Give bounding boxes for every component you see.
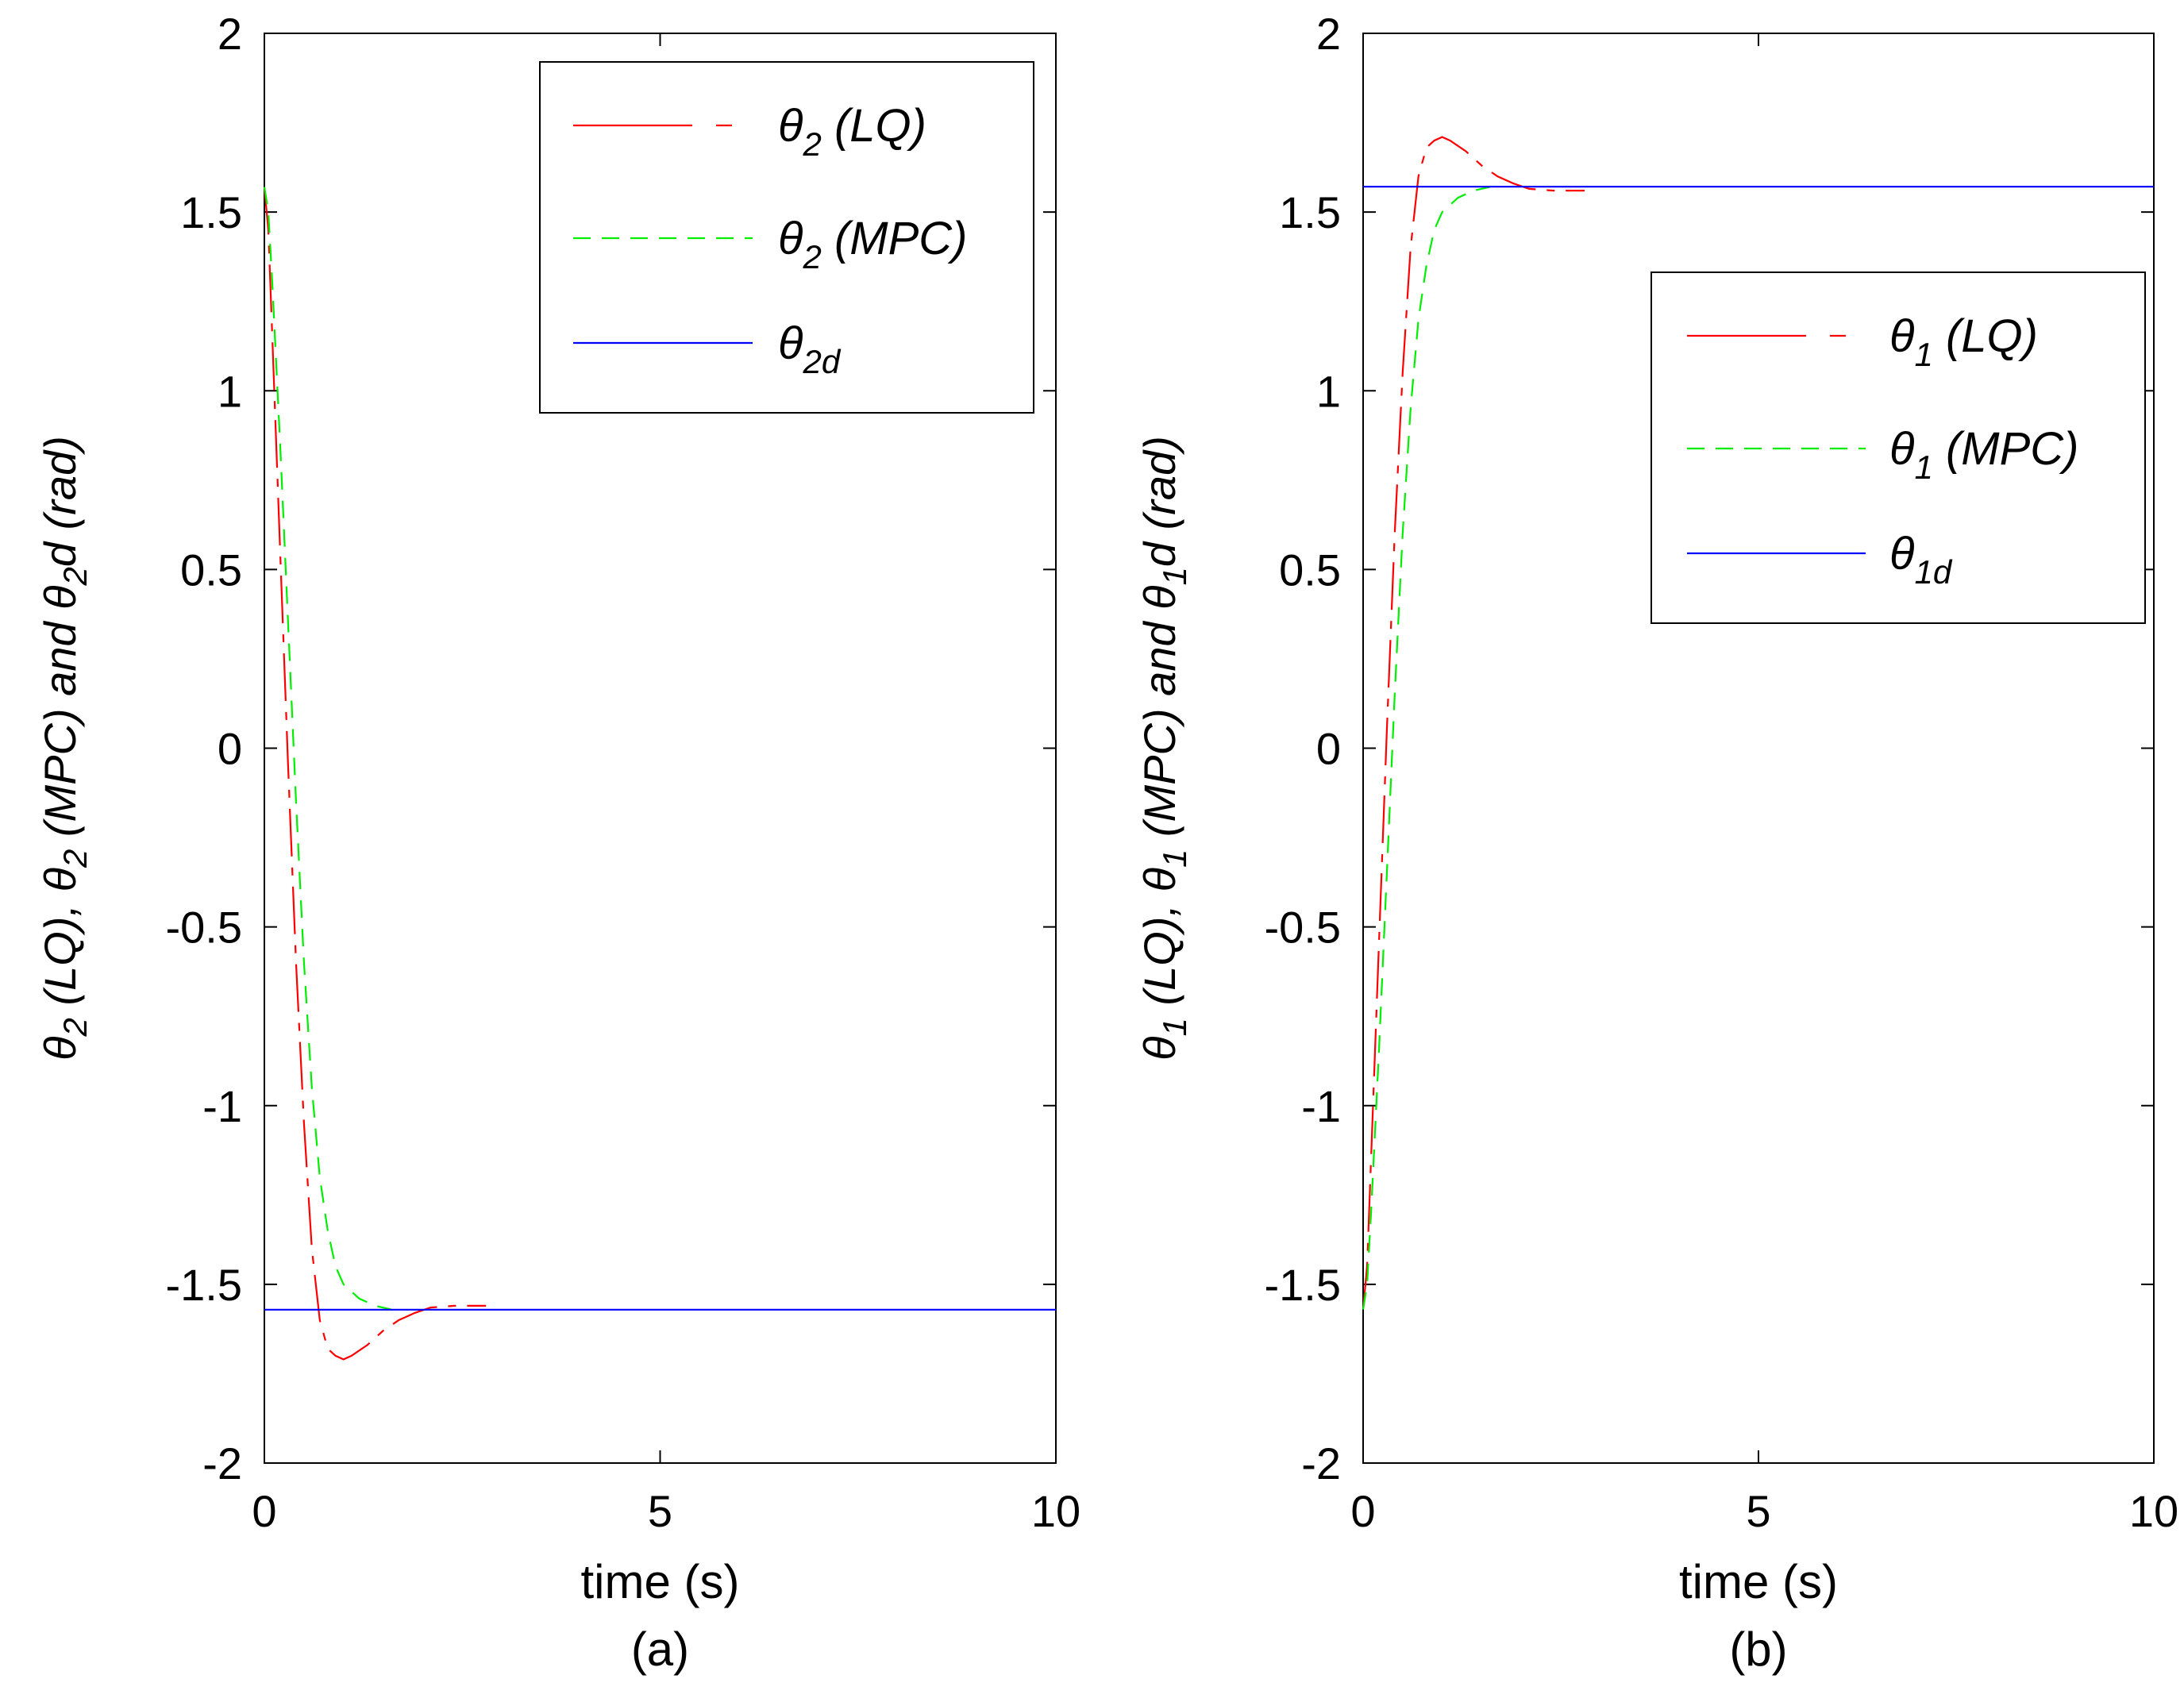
legend-rest: (LQ) xyxy=(1933,310,2038,362)
y-axis-label: θ1 (LQ), θ1 (MPC) and θ1d (rad) xyxy=(1134,436,1193,1061)
y-tick-label: -0.5 xyxy=(166,903,243,953)
y-label-part: (MPC) and θ xyxy=(1134,585,1184,849)
y-tick-label: 1.5 xyxy=(1279,187,1341,237)
y-tick-label: 0 xyxy=(1316,724,1341,774)
x-tick-label: 10 xyxy=(2129,1486,2178,1536)
y-tick-label: 2 xyxy=(1316,9,1341,59)
x-axis-label: time (s) xyxy=(1679,1555,1838,1608)
legend-entry: θ1d xyxy=(1889,528,1953,591)
y-label-part: θ xyxy=(35,1036,85,1060)
y-label-sub: 1 xyxy=(1156,567,1193,585)
panel-label: (b) xyxy=(1729,1623,1787,1676)
x-tick-label: 0 xyxy=(252,1486,276,1536)
y-tick-label: -2 xyxy=(202,1438,242,1488)
y-axis-label: θ2 (LQ), θ2 (MPC) and θ2d (rad) xyxy=(35,436,94,1061)
y-label-sub: 1 xyxy=(1156,849,1193,868)
y-label-part: (MPC) and θ xyxy=(35,585,85,849)
legend-sub: 1d xyxy=(1914,553,1952,591)
y-tick-label: -0.5 xyxy=(1265,903,1342,953)
legend-box xyxy=(539,61,1034,414)
y-label-part: d (rad) xyxy=(35,436,85,567)
legend-sub: 1 xyxy=(1914,449,1932,486)
series-line--1-mpc- xyxy=(1362,186,1490,1310)
y-tick-label: -1.5 xyxy=(166,1260,243,1310)
x-tick-label: 5 xyxy=(1746,1486,1770,1536)
legend-entry: θ2 (MPC) xyxy=(778,213,967,275)
y-tick-label: -1.5 xyxy=(1265,1260,1342,1310)
legend-entry: θ2d xyxy=(778,318,842,380)
legend-sub: 2d xyxy=(802,343,841,380)
series-line--2-lq- xyxy=(263,187,487,1361)
legend-rest: (LQ) xyxy=(822,100,926,152)
series-line--2-mpc- xyxy=(263,187,391,1311)
legend-symbol: θ xyxy=(778,213,803,264)
y-tick-label: 0 xyxy=(218,724,242,774)
legend-rest: (MPC) xyxy=(1933,423,2079,475)
axes-frame xyxy=(1362,33,2155,1464)
legend-sub: 2 xyxy=(802,238,821,275)
legend-rest: (MPC) xyxy=(822,213,968,264)
legend-entry: θ1 (LQ) xyxy=(1889,310,2038,373)
y-label-sub: 2 xyxy=(56,849,94,868)
legend-symbol: θ xyxy=(1889,423,1914,475)
y-tick-label: 0.5 xyxy=(180,545,242,595)
legend-sub: 2 xyxy=(802,125,821,163)
y-label-part: (LQ), θ xyxy=(1134,868,1184,1018)
y-label-part: (LQ), θ xyxy=(35,868,85,1018)
legend-sub: 1 xyxy=(1914,336,1932,373)
legend-symbol: θ xyxy=(1889,528,1914,580)
legend-symbol: θ xyxy=(778,100,803,152)
y-label-part: d (rad) xyxy=(1134,436,1184,567)
x-axis-label: time (s) xyxy=(581,1555,740,1608)
y-label-sub: 2 xyxy=(56,1018,94,1037)
y-label-sub: 2 xyxy=(56,567,94,586)
y-tick-label: 0.5 xyxy=(1279,545,1341,595)
x-tick-label: 5 xyxy=(648,1486,672,1536)
legend-box xyxy=(1651,271,2146,624)
legend-symbol: θ xyxy=(778,318,803,369)
y-tick-label: 1.5 xyxy=(180,187,242,237)
y-tick-label: -1 xyxy=(202,1081,242,1131)
y-tick-label: 1 xyxy=(218,366,242,416)
y-tick-label: -2 xyxy=(1301,1438,1341,1488)
legend-entry: θ1 (MPC) xyxy=(1889,423,2078,486)
panel-label: (a) xyxy=(631,1623,689,1676)
y-tick-label: 2 xyxy=(218,9,242,59)
x-tick-label: 0 xyxy=(1350,1486,1375,1536)
y-tick-label: 1 xyxy=(1316,366,1341,416)
legend: θ1 (LQ)θ1 (MPC)θ1d xyxy=(1651,271,2146,624)
y-tick-label: -1 xyxy=(1301,1081,1341,1131)
x-tick-label: 10 xyxy=(1031,1486,1080,1536)
legend: θ2 (LQ)θ2 (MPC)θ2d xyxy=(539,61,1034,414)
y-label-part: θ xyxy=(1134,1036,1184,1060)
series-line--1-lq- xyxy=(1362,136,1585,1310)
y-label-sub: 1 xyxy=(1156,1018,1193,1036)
legend-entry: θ2 (LQ) xyxy=(778,100,926,163)
legend-symbol: θ xyxy=(1889,310,1914,362)
